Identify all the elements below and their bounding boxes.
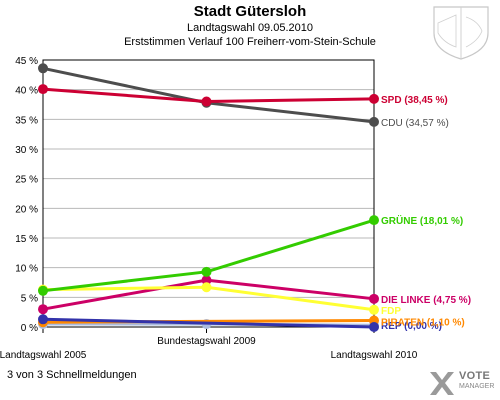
chart-title: Stadt Gütersloh [193,3,307,20]
chart-subtitle: Landtagswahl 09.05.2010 [187,22,313,34]
data-point-rep [369,322,379,332]
y-tick-label: 35 % [15,115,38,126]
data-point-fdp [201,282,212,293]
y-tick-label: 5 % [21,293,38,304]
data-point-rep [38,314,48,325]
y-tick-label: 0 % [21,323,38,334]
data-point-spd [38,84,48,95]
data-point-die-linke [38,304,48,315]
chart-subtitle-2: Erststimmen Verlauf 100 Freiherr-vom-Ste… [124,36,376,48]
x-tick-label: Bundestagswahl 2009 [157,336,256,347]
y-tick-label: 15 % [15,234,38,245]
series-label-rep: REP (0,00 %) [381,321,442,332]
vote-manager-x-icon [430,372,454,395]
data-point-spd [201,96,212,107]
data-point-gr-ne [38,285,48,296]
data-point-spd [369,93,379,104]
data-point-die-linke [369,293,379,304]
y-tick-label: 30 % [15,145,38,156]
x-tick-label: Landtagswahl 2005 [0,350,87,361]
vote-manager-logo: VOTE MANAGER [425,366,499,400]
series-label-piraten: PIRATEN (1,10 %) [381,317,465,328]
x-tick-label: Landtagswahl 2010 [331,350,418,361]
brand-line-2: MANAGER [459,383,495,390]
y-tick-label: 20 % [15,204,38,215]
y-tick-label: 25 % [15,175,38,186]
footer-note: 3 von 3 Schnellmeldungen [7,369,137,381]
coat-of-arms-icon [433,6,489,60]
series-label-cdu: CDU (34,57 %) [381,118,449,129]
data-point-gr-ne [201,266,212,277]
data-point-cdu [369,116,379,127]
data-point-gr-ne [369,215,379,226]
series-line-rep [42,317,375,329]
series-label-gr-ne: GRÜNE (18,01 %) [381,214,463,227]
series-label-fdp: FDP [381,306,401,317]
brand-line-1: VOTE [459,370,491,382]
series-label-die-linke: DIE LINKE (4,75 %) [381,295,471,306]
data-point-fdp [369,304,379,315]
data-point-die-linke [201,275,212,286]
series-label-spd: SPD (38,45 %) [381,95,448,106]
y-tick-label: 10 % [15,264,38,275]
data-point-cdu [38,63,48,74]
y-tick-label: 40 % [15,86,38,97]
y-tick-label: 45 % [15,56,38,67]
series-line-cdu [42,66,375,124]
